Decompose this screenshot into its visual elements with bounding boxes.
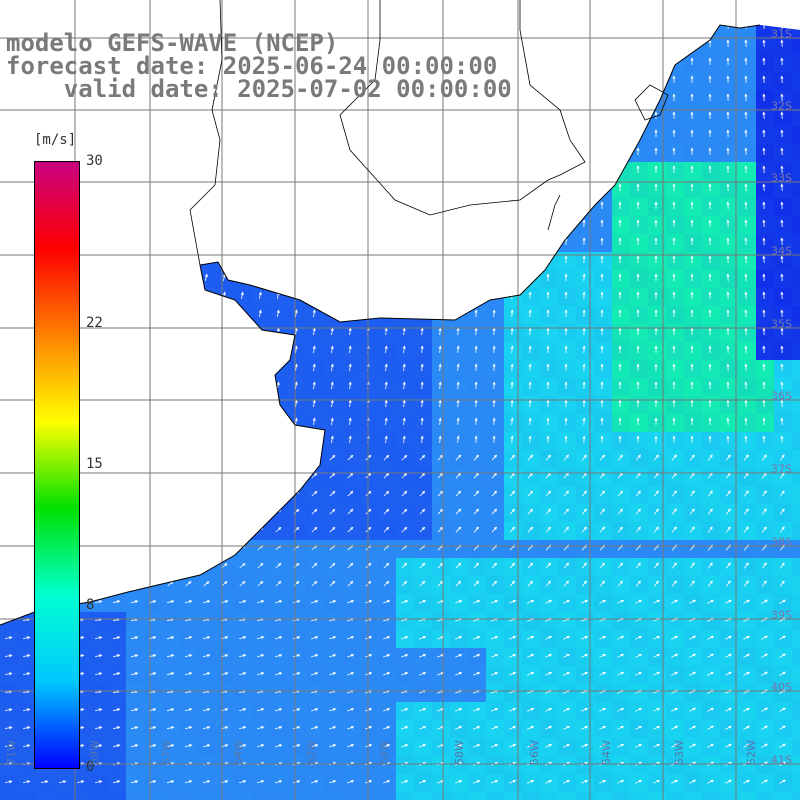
latitude-label: 33S: [771, 171, 792, 185]
longitude-label: 54W: [600, 740, 613, 765]
colorbar-unit: [m/s]: [34, 132, 77, 148]
latitude-label: 38S: [771, 535, 792, 549]
latitude-label: 41S: [771, 753, 792, 767]
border-line-2: [339, 0, 586, 216]
latitude-label: 34S: [771, 244, 792, 258]
title-model: modelo GEFS-WAVE (NCEP): [6, 29, 339, 57]
latitude-label: 32S: [771, 99, 792, 113]
longitude-label: 64W: [232, 740, 245, 765]
colorbar-tick: 8: [86, 597, 95, 614]
longitude-label: 58W: [453, 740, 466, 765]
title-valid-date: valid date: 2025-07-02 00:00:00: [6, 75, 512, 103]
longitude-label: 60W: [378, 740, 391, 765]
latitude-label: 35S: [771, 317, 792, 331]
latitude-label: 36S: [771, 389, 792, 403]
longitude-label: 67W: [160, 740, 173, 765]
latitude-label: 31S: [771, 27, 792, 41]
lagoon-outline: [634, 84, 669, 121]
longitude-label: 62W: [305, 740, 318, 765]
coastline: [0, 24, 761, 626]
river-outline: [547, 194, 561, 231]
colorbar-tick: 15: [86, 456, 103, 472]
colorbar: [34, 161, 80, 769]
latitude-label: 40S: [771, 680, 792, 694]
colorbar-tick: 0: [86, 759, 95, 775]
longitude-label: 53W: [673, 740, 686, 765]
longitude-label: 71W: [5, 740, 18, 765]
colorbar-tick: 22: [86, 314, 103, 331]
latitude-label: 39S: [771, 608, 792, 622]
border-line: [189, 0, 223, 266]
longitude-label: 56W: [528, 740, 541, 765]
longitude-label: 69W: [88, 740, 101, 765]
title-forecast-date: forecast date: 2025-06-24 00:00:00: [6, 52, 498, 80]
colorbar-tick: 30: [86, 153, 103, 169]
latitude-label: 37S: [771, 462, 792, 476]
longitude-label: 52W: [745, 740, 758, 765]
